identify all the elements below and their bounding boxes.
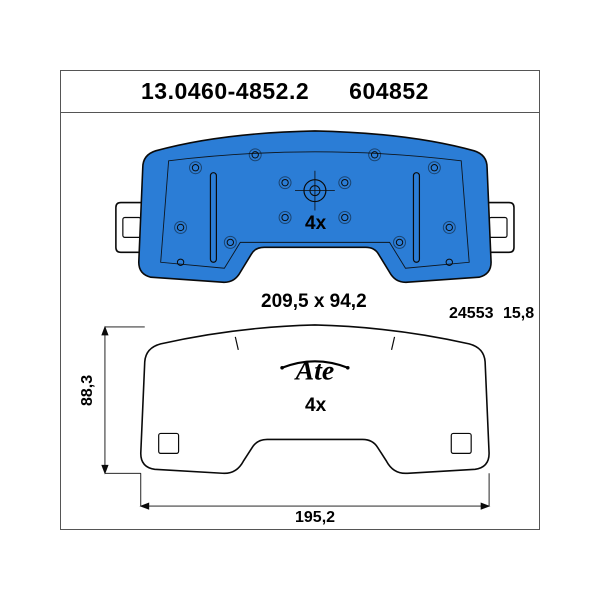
drawing-stage: Ate 4x 209,5 x 94,2 24553 15,8 4x 88,3 1… <box>61 113 539 529</box>
dim-height: 88,3 <box>79 375 97 406</box>
dim-top: 209,5 x 94,2 <box>261 291 367 313</box>
header-bar: 13.0460-4852.2 604852 <box>61 71 539 113</box>
thickness: 15,8 <box>503 305 534 323</box>
part-number: 13.0460-4852.2 <box>141 78 309 105</box>
dim-width: 195,2 <box>295 509 335 527</box>
qty-top: 4x <box>305 213 326 235</box>
short-code: 604852 <box>349 78 429 105</box>
ate-logo: Ate <box>280 356 349 387</box>
diagram-frame: 13.0460-4852.2 604852 <box>60 70 540 530</box>
top-pad <box>116 131 514 282</box>
qty-bottom: 4x <box>305 395 326 417</box>
wva-number: 24553 <box>449 305 494 323</box>
dimensions <box>102 327 489 509</box>
